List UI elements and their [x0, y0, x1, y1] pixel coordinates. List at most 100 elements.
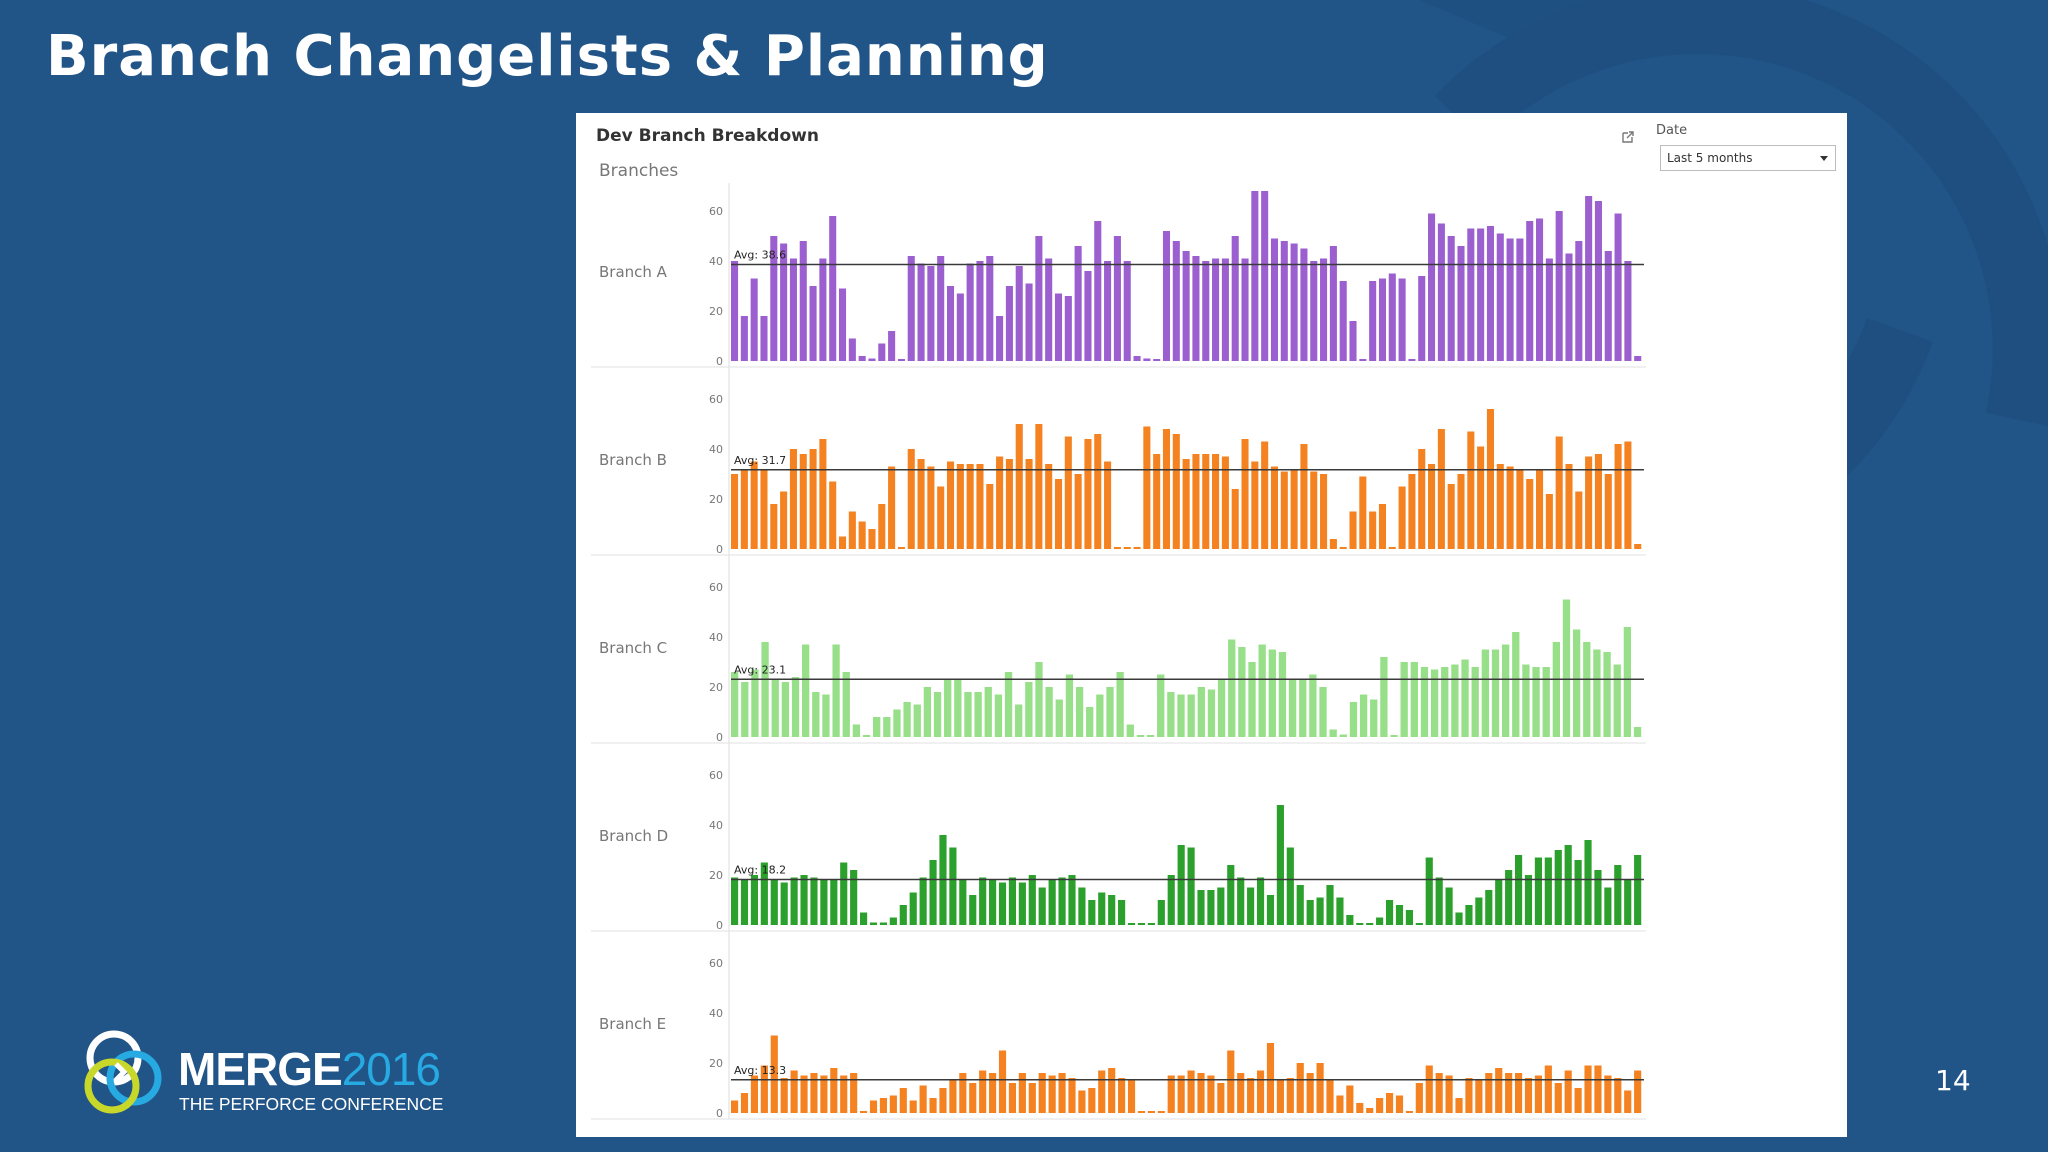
bar [1388, 547, 1396, 549]
bar [1329, 539, 1337, 549]
bar [1584, 840, 1592, 925]
bar [740, 316, 748, 361]
bar [1127, 1080, 1136, 1113]
bar [1485, 890, 1493, 925]
bar [1074, 474, 1082, 549]
bar [1068, 875, 1076, 925]
bar [1202, 261, 1210, 361]
bar [944, 679, 952, 737]
bar [956, 464, 964, 549]
bar [1505, 1073, 1513, 1113]
bar [1137, 1111, 1146, 1113]
bar [1604, 474, 1612, 549]
bar [770, 504, 778, 549]
bar [954, 679, 962, 737]
bar [1088, 900, 1096, 925]
bar [873, 717, 881, 737]
date-filter-select[interactable]: Last 5 months [1660, 145, 1836, 171]
y-tick-label: 0 [716, 355, 723, 368]
bar [1256, 1070, 1265, 1113]
bar [1329, 246, 1337, 361]
y-tick-label: 0 [716, 543, 723, 556]
bar [1514, 1073, 1523, 1113]
y-tick-label: 20 [709, 1057, 723, 1070]
bar [731, 474, 739, 549]
bar [1425, 1065, 1433, 1113]
bar [1207, 890, 1215, 925]
bar [1136, 735, 1145, 737]
average-label: Avg: 23.1 [734, 663, 786, 676]
bar [1123, 261, 1131, 361]
merge-logo: MERGE2016 THE PERFORCE CONFERENCE [78, 1028, 443, 1128]
bar [897, 359, 905, 361]
bar [888, 466, 896, 549]
bar [1388, 273, 1396, 361]
bar [1118, 1078, 1126, 1113]
bar [1167, 1075, 1175, 1113]
bar [1475, 897, 1483, 925]
bar [989, 880, 997, 925]
average-label: Avg: 18.2 [734, 864, 786, 877]
bar [1624, 880, 1632, 925]
bar [1146, 735, 1155, 737]
bar [1221, 258, 1229, 361]
bar [939, 1088, 947, 1113]
bar [1008, 1083, 1017, 1113]
dashboard-title: Dev Branch Breakdown [596, 126, 819, 146]
bar [1461, 659, 1469, 737]
bar [862, 735, 871, 737]
y-tick-label: 40 [709, 443, 723, 456]
y-tick-label: 60 [709, 957, 723, 970]
y-tick-label: 40 [709, 1007, 723, 1020]
bar [1634, 1070, 1642, 1113]
bar [989, 1073, 997, 1113]
bar [907, 256, 915, 361]
bar [1084, 439, 1092, 549]
bar [1614, 444, 1622, 549]
bar [1217, 1083, 1225, 1113]
bar [1603, 652, 1611, 737]
slide-title: Branch Changelists & Planning [46, 24, 1049, 89]
bar [840, 862, 848, 925]
bar [1270, 466, 1279, 549]
bar [1192, 454, 1200, 549]
bar [1425, 857, 1433, 925]
bar [1286, 847, 1294, 925]
bar [1276, 805, 1284, 925]
bar [1177, 694, 1185, 737]
bar [1261, 191, 1269, 361]
bar [1217, 679, 1226, 737]
bar [858, 521, 866, 549]
bar [1241, 258, 1249, 361]
average-label: Avg: 31.7 [734, 454, 786, 467]
bar [1545, 258, 1553, 361]
bar [1524, 875, 1533, 925]
bar [1054, 293, 1063, 361]
bar [820, 1075, 828, 1113]
bar [1471, 667, 1479, 737]
bar [979, 877, 987, 925]
bar [1574, 1088, 1582, 1113]
bar [1133, 547, 1141, 549]
bar [1147, 1111, 1155, 1113]
bar [860, 1111, 868, 1113]
bar [1310, 261, 1318, 361]
bar [1197, 890, 1205, 925]
bar [1623, 627, 1632, 737]
bar [1241, 439, 1249, 549]
average-label: Avg: 13.3 [734, 1064, 786, 1077]
bar [731, 261, 739, 361]
bar [1237, 877, 1245, 925]
bar [1078, 887, 1086, 925]
bar [998, 882, 1007, 925]
bar [974, 692, 982, 737]
bar [1477, 446, 1485, 549]
bar [1086, 707, 1094, 737]
bar [1594, 870, 1602, 925]
external-link-icon[interactable] [1620, 129, 1636, 145]
bar [1457, 474, 1465, 549]
bar [1572, 629, 1581, 737]
bar [1256, 877, 1265, 925]
bar [751, 669, 759, 737]
bar [984, 687, 992, 737]
